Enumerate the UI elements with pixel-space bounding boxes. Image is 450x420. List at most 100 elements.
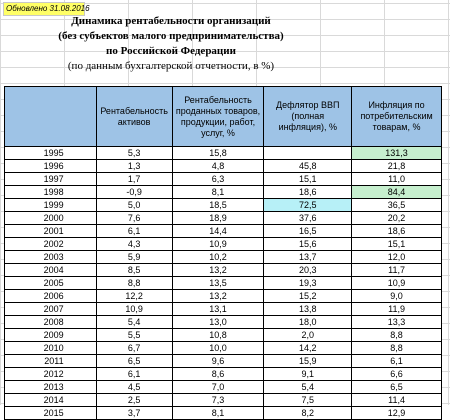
gdp-deflator-cell[interactable]: 18,0 <box>263 315 353 329</box>
gdp-deflator-cell[interactable] <box>263 146 353 160</box>
year-cell[interactable]: 2012 <box>4 367 97 381</box>
sales-profitability-cell[interactable]: 8,1 <box>171 185 265 199</box>
gdp-deflator-cell[interactable]: 2,0 <box>263 328 353 342</box>
year-cell[interactable]: 2008 <box>4 315 97 329</box>
consumer-inflation-cell[interactable]: 20,2 <box>351 211 442 225</box>
year-cell[interactable]: 1998 <box>4 185 97 199</box>
gdp-deflator-cell[interactable]: 16,5 <box>263 224 353 238</box>
year-cell[interactable]: 1999 <box>4 198 97 212</box>
consumer-inflation-cell[interactable]: 8,8 <box>351 328 442 342</box>
sales-profitability-cell[interactable]: 13,5 <box>171 276 265 290</box>
gdp-deflator-cell[interactable]: 18,6 <box>263 185 353 199</box>
consumer-inflation-cell[interactable]: 6,5 <box>351 380 442 394</box>
consumer-inflation-cell[interactable]: 12,0 <box>351 250 442 264</box>
asset-profitability-cell[interactable]: 4,3 <box>95 237 173 251</box>
sales-profitability-cell[interactable]: 6,3 <box>171 172 265 186</box>
asset-profitability-cell[interactable]: 5,5 <box>95 328 173 342</box>
consumer-inflation-cell[interactable]: 15,1 <box>351 237 442 251</box>
year-cell[interactable]: 2002 <box>4 237 97 251</box>
asset-profitability-cell[interactable]: 8,5 <box>95 263 173 277</box>
year-cell[interactable]: 2000 <box>4 211 97 225</box>
sales-profitability-cell[interactable]: 10,8 <box>171 328 265 342</box>
asset-profitability-cell[interactable]: 6,7 <box>95 341 173 355</box>
consumer-inflation-cell[interactable]: 12,9 <box>351 406 442 420</box>
gdp-deflator-cell[interactable]: 13,7 <box>263 250 353 264</box>
sales-profitability-cell[interactable]: 13,1 <box>171 302 265 316</box>
consumer-inflation-cell[interactable]: 8,8 <box>351 341 442 355</box>
asset-profitability-cell[interactable]: 5,3 <box>95 146 173 160</box>
sales-profitability-cell[interactable]: 18,9 <box>171 211 265 225</box>
gdp-deflator-cell[interactable]: 9,1 <box>263 367 353 381</box>
consumer-inflation-cell[interactable]: 21,8 <box>351 159 442 173</box>
sales-profitability-cell[interactable]: 13,2 <box>171 263 265 277</box>
sales-profitability-cell[interactable]: 10,2 <box>171 250 265 264</box>
gdp-deflator-cell[interactable]: 15,9 <box>263 354 353 368</box>
gdp-deflator-cell[interactable]: 72,5 <box>263 198 353 212</box>
asset-profitability-cell[interactable]: 7,6 <box>95 211 173 225</box>
year-cell[interactable]: 2011 <box>4 354 97 368</box>
asset-profitability-cell[interactable]: 12,2 <box>95 289 173 303</box>
updated-date-label[interactable]: Обновлено 31.08.2016 <box>3 2 90 16</box>
asset-profitability-cell[interactable]: 6,1 <box>95 367 173 381</box>
consumer-inflation-cell[interactable]: 11,7 <box>351 263 442 277</box>
asset-profitability-cell[interactable]: 6,5 <box>95 354 173 368</box>
sales-profitability-cell[interactable]: 10,0 <box>171 341 265 355</box>
sales-profitability-cell[interactable]: 13,2 <box>171 289 265 303</box>
consumer-inflation-cell[interactable]: 13,3 <box>351 315 442 329</box>
consumer-inflation-cell[interactable]: 6,1 <box>351 354 442 368</box>
gdp-deflator-cell[interactable]: 8,2 <box>263 406 353 420</box>
gdp-deflator-cell[interactable]: 20,3 <box>263 263 353 277</box>
asset-profitability-cell[interactable]: 8,8 <box>95 276 173 290</box>
year-cell[interactable]: 2015 <box>4 406 97 420</box>
gdp-deflator-cell[interactable]: 5,4 <box>263 380 353 394</box>
asset-profitability-cell[interactable]: -0,9 <box>95 185 173 199</box>
header-cell-sales-profitability[interactable]: Рентабельность проданных товаров, продук… <box>171 86 265 147</box>
asset-profitability-cell[interactable]: 1,7 <box>95 172 173 186</box>
asset-profitability-cell[interactable]: 4,5 <box>95 380 173 394</box>
year-cell[interactable]: 2004 <box>4 263 97 277</box>
consumer-inflation-cell[interactable]: 10,9 <box>351 276 442 290</box>
year-cell[interactable]: 2003 <box>4 250 97 264</box>
year-cell[interactable]: 1996 <box>4 159 97 173</box>
consumer-inflation-cell[interactable]: 11,9 <box>351 302 442 316</box>
sales-profitability-cell[interactable]: 8,6 <box>171 367 265 381</box>
header-cell-year[interactable] <box>4 86 97 147</box>
consumer-inflation-cell[interactable]: 84,4 <box>351 185 442 199</box>
year-cell[interactable]: 2009 <box>4 328 97 342</box>
consumer-inflation-cell[interactable]: 11,0 <box>351 172 442 186</box>
consumer-inflation-cell[interactable]: 131,3 <box>351 146 442 160</box>
sales-profitability-cell[interactable]: 4,8 <box>171 159 265 173</box>
gdp-deflator-cell[interactable]: 15,2 <box>263 289 353 303</box>
asset-profitability-cell[interactable]: 10,9 <box>95 302 173 316</box>
gdp-deflator-cell[interactable]: 45,8 <box>263 159 353 173</box>
year-cell[interactable]: 2006 <box>4 289 97 303</box>
gdp-deflator-cell[interactable]: 15,1 <box>263 172 353 186</box>
asset-profitability-cell[interactable]: 1,3 <box>95 159 173 173</box>
asset-profitability-cell[interactable]: 5,0 <box>95 198 173 212</box>
year-cell[interactable]: 2001 <box>4 224 97 238</box>
sales-profitability-cell[interactable]: 14,4 <box>171 224 265 238</box>
sales-profitability-cell[interactable]: 18,5 <box>171 198 265 212</box>
consumer-inflation-cell[interactable]: 9,0 <box>351 289 442 303</box>
header-cell-consumer-inflation[interactable]: Инфляция по потребительским товарам, % <box>351 86 442 147</box>
gdp-deflator-cell[interactable]: 13,8 <box>263 302 353 316</box>
asset-profitability-cell[interactable]: 5,4 <box>95 315 173 329</box>
year-cell[interactable]: 2010 <box>4 341 97 355</box>
asset-profitability-cell[interactable]: 3,7 <box>95 406 173 420</box>
asset-profitability-cell[interactable]: 6,1 <box>95 224 173 238</box>
header-cell-gdp-deflator[interactable]: Дефлятор ВВП (полная инфляция), % <box>263 86 353 147</box>
consumer-inflation-cell[interactable]: 18,6 <box>351 224 442 238</box>
gdp-deflator-cell[interactable]: 37,6 <box>263 211 353 225</box>
gdp-deflator-cell[interactable]: 14,2 <box>263 341 353 355</box>
gdp-deflator-cell[interactable]: 15,6 <box>263 237 353 251</box>
consumer-inflation-cell[interactable]: 6,6 <box>351 367 442 381</box>
gdp-deflator-cell[interactable]: 19,3 <box>263 276 353 290</box>
sales-profitability-cell[interactable]: 8,1 <box>171 406 265 420</box>
year-cell[interactable]: 1995 <box>4 146 97 160</box>
header-cell-asset-profitability[interactable]: Рентабельность активов <box>95 86 173 147</box>
year-cell[interactable]: 1997 <box>4 172 97 186</box>
year-cell[interactable]: 2005 <box>4 276 97 290</box>
sales-profitability-cell[interactable]: 9,6 <box>171 354 265 368</box>
asset-profitability-cell[interactable]: 5,9 <box>95 250 173 264</box>
year-cell[interactable]: 2007 <box>4 302 97 316</box>
